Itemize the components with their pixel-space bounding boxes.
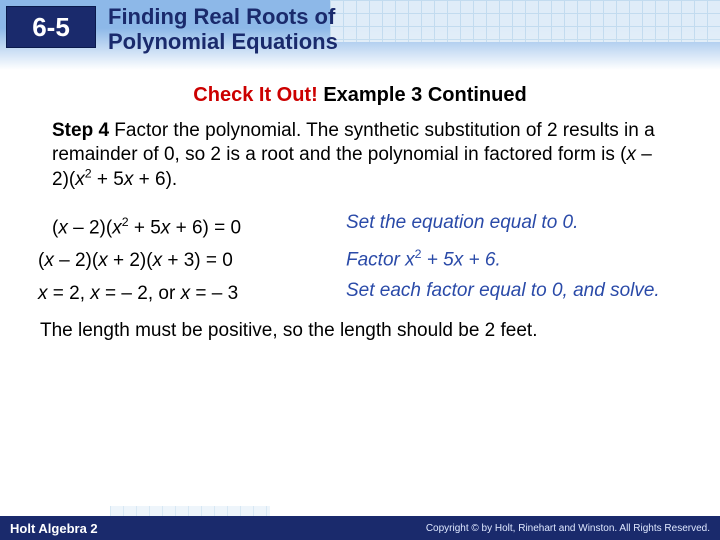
example-subheading: Check It Out! Example 3 Continued <box>0 84 720 107</box>
step-explanation: Set each factor equal to 0, and solve. <box>336 280 690 302</box>
step-equation: (x – 2)(x2 + 5x + 6) = 0 <box>38 212 336 239</box>
step-row: x = 2, x = – 2, or x = – 3 Set each fact… <box>38 280 690 305</box>
footer-grid-decoration <box>110 506 270 516</box>
slide-header: 6-5 Finding Real Roots of Polynomial Equ… <box>0 0 720 70</box>
footer-book-title: Holt Algebra 2 <box>10 521 98 536</box>
step-paragraph-text: Factor the polynomial. The synthetic sub… <box>52 120 655 190</box>
step-equation: x = 2, x = – 2, or x = – 3 <box>38 280 336 305</box>
step-row: (x – 2)(x + 2)(x + 3) = 0 Factor x2 + 5x… <box>38 247 690 272</box>
step-explanation: Set the equation equal to 0. <box>336 212 690 234</box>
title-line-1: Finding Real Roots of <box>108 4 335 29</box>
check-it-out-label: Check It Out! <box>193 84 317 106</box>
section-number: 6-5 <box>32 12 70 43</box>
step-row: (x – 2)(x2 + 5x + 6) = 0 Set the equatio… <box>38 212 690 239</box>
slide-footer: Holt Algebra 2 Copyright © by Holt, Rine… <box>0 516 720 540</box>
step-explanation: Factor x2 + 5x + 6. <box>336 247 690 271</box>
step-equation: (x – 2)(x + 2)(x + 3) = 0 <box>38 247 336 272</box>
conclusion-text: The length must be positive, so the leng… <box>40 319 680 343</box>
solution-steps: (x – 2)(x2 + 5x + 6) = 0 Set the equatio… <box>38 212 690 305</box>
footer-copyright: Copyright © by Holt, Rinehart and Winsto… <box>426 523 710 534</box>
slide-title: Finding Real Roots of Polynomial Equatio… <box>108 4 338 55</box>
section-number-badge: 6-5 <box>6 6 96 48</box>
example-label: Example 3 Continued <box>323 84 526 106</box>
step-number-label: Step 4 <box>52 120 109 141</box>
title-line-2: Polynomial Equations <box>108 29 338 54</box>
header-grid-decoration <box>330 0 720 42</box>
step-paragraph: Step 4 Factor the polynomial. The synthe… <box>52 119 674 192</box>
